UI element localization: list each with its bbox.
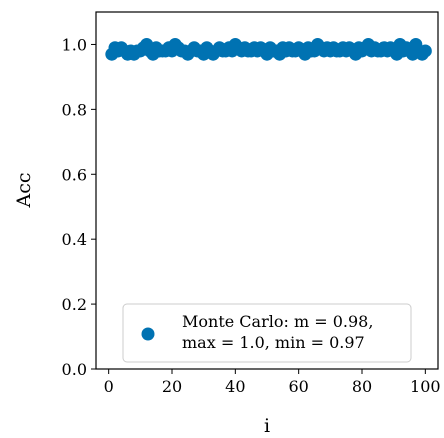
x-tick-label: 60 (288, 377, 308, 396)
y-tick-label: 0.6 (62, 165, 87, 184)
y-tick-label: 1.0 (62, 35, 87, 54)
legend-box (122, 303, 412, 363)
data-points (105, 37, 432, 61)
x-tick-label: 80 (352, 377, 372, 396)
y-tick-label: 0.0 (62, 360, 87, 379)
data-point (418, 44, 432, 58)
x-axis-label: i (264, 415, 270, 437)
legend-label-line-2: max = 1.0, min = 0.97 (182, 333, 365, 352)
plot-frame (95, 11, 439, 370)
y-tick-label: 0.2 (62, 295, 87, 314)
y-tick-label: 0.8 (62, 100, 87, 119)
x-tick-label: 0 (104, 377, 114, 396)
x-tick-label: 40 (225, 377, 245, 396)
legend-marker (141, 327, 155, 341)
legend-label-line-1: Monte Carlo: m = 0.98, (182, 312, 373, 331)
y-tick-label: 0.4 (62, 230, 87, 249)
axis-ticks: 0 20 40 60 80 100 0.0 0.2 0.4 0.6 0.8 1.0 (62, 35, 441, 396)
x-tick-label: 100 (410, 377, 441, 396)
x-tick-label: 20 (162, 377, 182, 396)
legend: Monte Carlo: m = 0.98, max = 1.0, min = … (122, 303, 412, 363)
y-axis-label: Acc (13, 172, 35, 208)
